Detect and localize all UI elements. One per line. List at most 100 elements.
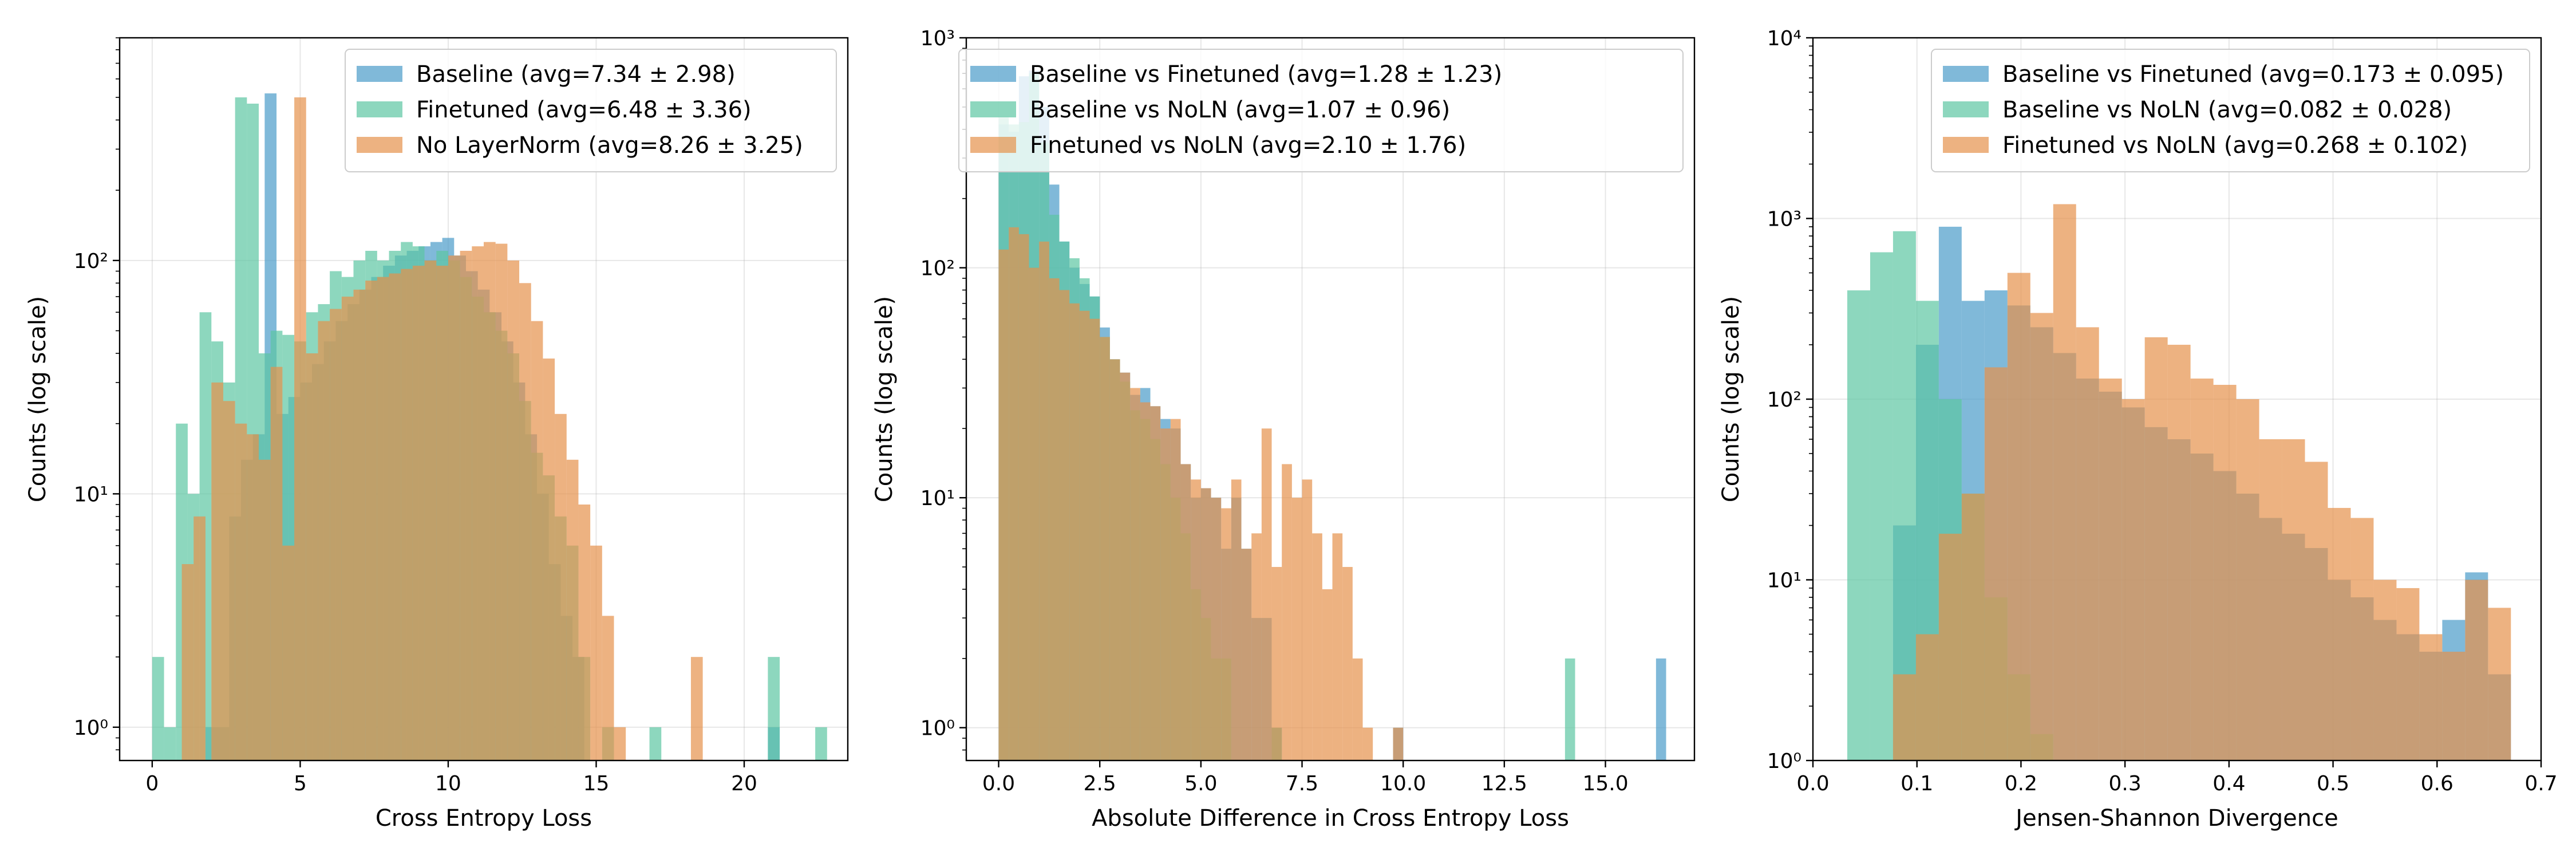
histogram-bar [1039, 241, 1049, 761]
legend-label: Finetuned vs NoLN (avg=0.268 ± 0.102) [2002, 132, 2468, 159]
x-tick-label: 5 [294, 772, 307, 795]
histogram-bar [1200, 488, 1211, 761]
histogram-bar [2121, 399, 2145, 761]
histogram-bar [1938, 533, 1962, 761]
histogram-bar [531, 321, 543, 761]
histogram-bar [2442, 652, 2466, 761]
histogram-bar [2350, 518, 2374, 761]
legend-swatch [970, 137, 1016, 153]
x-tick-label: 15.0 [1582, 772, 1628, 795]
legend-swatch [970, 101, 1016, 117]
histogram-bar [1291, 498, 1302, 761]
histogram-bar [365, 280, 377, 761]
histogram-bar [436, 265, 448, 761]
legend-label: Baseline vs NoLN (avg=0.082 ± 0.028) [2002, 97, 2452, 123]
histogram-bar [1564, 658, 1575, 761]
histogram-bar [2030, 313, 2053, 761]
y-tick-label: 10² [920, 257, 955, 281]
histogram-bar [998, 249, 1009, 761]
y-tick-label: 10⁴ [1767, 27, 1801, 50]
histogram-bar [401, 269, 413, 761]
histogram-bar [306, 353, 318, 761]
histogram-bar [193, 516, 206, 761]
histogram-bar [1362, 727, 1373, 761]
histogram-bar [815, 727, 827, 761]
histogram-bar [247, 434, 259, 761]
axes-frame [118, 37, 849, 762]
x-tick-label: 0.6 [2421, 772, 2453, 795]
histogram-bar [1251, 533, 1262, 761]
histogram-bar [2076, 327, 2099, 761]
x-axis-label: Absolute Difference in Cross Entropy Los… [1092, 805, 1569, 832]
histogram-bar [1180, 464, 1191, 761]
histogram-bar [1160, 428, 1171, 761]
histogram-bar [1961, 493, 1985, 761]
histogram-bar [1059, 290, 1070, 761]
histogram-bar [1893, 674, 1916, 761]
histogram-bar [330, 309, 342, 761]
legend-swatch [1943, 137, 1989, 153]
x-tick-label: 12.5 [1481, 772, 1527, 795]
series-3 [998, 227, 1404, 761]
histogram-bar [1282, 464, 1292, 761]
y-tick-label: 10⁰ [1767, 750, 1801, 773]
histogram-bar [1332, 533, 1343, 761]
histogram-bar [768, 657, 780, 761]
histogram-bar [495, 243, 508, 761]
histogram-bar [282, 545, 295, 761]
histogram-bar [578, 505, 591, 761]
y-tick-label: 10¹ [920, 487, 955, 510]
y-tick-label: 10² [1767, 388, 1801, 412]
series-3 [1893, 204, 2511, 761]
histogram-bar [341, 296, 354, 761]
histogram-bar [1049, 278, 1060, 761]
histogram-bar [2099, 379, 2122, 761]
histogram-bar [211, 382, 223, 761]
chart-panel-1: 0 5 10 15 20 10⁰ 10¹ 10² Cross Entropy Loss Count… [25, 37, 849, 832]
histogram-bar [152, 657, 164, 761]
histogram-bar [1915, 634, 1939, 761]
legend: Baseline vs Finetuned (avg=0.173 ± 0.095… [1931, 49, 2530, 172]
y-tick-label: 10³ [920, 27, 955, 50]
series-3 [181, 97, 703, 761]
histogram-bar [294, 97, 306, 761]
y-axis-label: Counts (log scale) [1718, 296, 1744, 502]
histogram-bar [1342, 567, 1353, 761]
histogram-bar [353, 289, 366, 761]
histogram-bar [1847, 290, 1870, 761]
x-axis-label: Jensen-Shannon Divergence [2014, 805, 2338, 832]
histogram-bar [1009, 227, 1019, 761]
legend-swatch [357, 101, 402, 117]
legend: Baseline (avg=7.34 ± 2.98) Finetuned (avg… [345, 49, 837, 172]
histogram-bar [1352, 658, 1363, 761]
histogram-bar [1893, 231, 1916, 761]
legend-label: Baseline vs Finetuned (avg=0.173 ± 0.095… [2002, 61, 2504, 88]
histogram-bar [1241, 549, 1252, 761]
histogram-bar [412, 265, 425, 761]
histogram-bar [2236, 399, 2259, 761]
histogram-bar [424, 260, 437, 761]
histogram-bar [1656, 658, 1666, 761]
histogram-bars [1847, 204, 2511, 761]
histogram-bar [2373, 580, 2397, 761]
legend-swatch [357, 137, 402, 153]
histogram-bar [1018, 234, 1029, 761]
histogram-bar [649, 727, 662, 761]
x-tick-label: 0.5 [2317, 772, 2349, 795]
x-tick-label: 5.0 [1184, 772, 1217, 795]
y-tick-label: 10¹ [1767, 569, 1801, 593]
histogram-bar [484, 242, 496, 761]
histogram-bar [448, 255, 460, 761]
histogram-bar [602, 616, 614, 761]
histogram-bar [1870, 252, 1893, 761]
legend-label: No LayerNorm (avg=8.26 ± 3.25) [416, 132, 803, 159]
histogram-bars [998, 70, 1666, 761]
legend-swatch [1943, 101, 1989, 117]
histogram-bar [460, 250, 472, 761]
histogram-bar [519, 283, 531, 761]
histogram-bar [1393, 727, 1404, 761]
histogram-bar [1231, 479, 1242, 761]
histogram-bar [1069, 303, 1080, 761]
axes-frame [965, 37, 1696, 762]
